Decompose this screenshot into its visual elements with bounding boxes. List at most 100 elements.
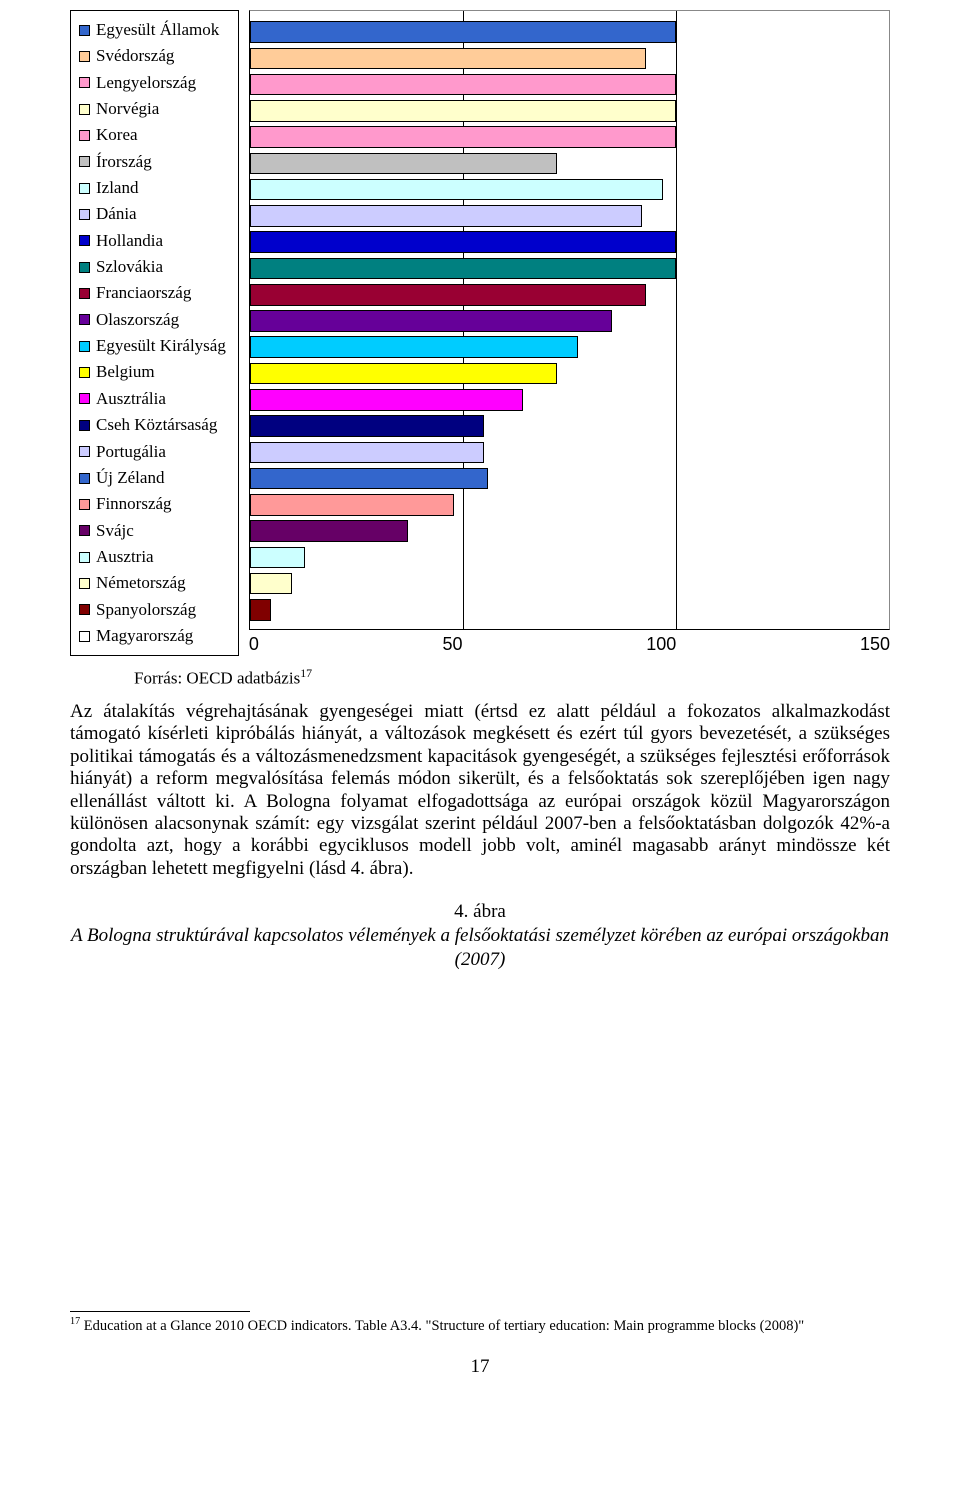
legend-item: Egyesült Királyság	[79, 333, 226, 359]
page-number: 17	[70, 1356, 890, 1378]
legend-item: Korea	[79, 122, 226, 148]
legend-item: Egyesült Államok	[79, 17, 226, 43]
bar-row	[250, 573, 293, 595]
chart-legend: Egyesült ÁllamokSvédországLengyelországN…	[70, 10, 239, 656]
legend-label: Svédország	[96, 43, 174, 69]
legend-label: Svájc	[96, 518, 134, 544]
legend-item: Finnország	[79, 491, 226, 517]
bar-row	[250, 389, 523, 411]
legend-swatch	[79, 341, 90, 352]
chart-bar	[250, 310, 612, 332]
bar-row	[250, 468, 489, 490]
legend-label: Finnország	[96, 491, 172, 517]
legend-label: Korea	[96, 122, 138, 148]
legend-label: Spanyolország	[96, 597, 196, 623]
legend-swatch	[79, 604, 90, 615]
legend-label: Dánia	[96, 201, 137, 227]
bar-row	[250, 48, 646, 70]
bar-row	[250, 231, 676, 253]
x-tick-label: 100	[646, 634, 676, 655]
chart-bar	[250, 442, 484, 464]
legend-swatch	[79, 314, 90, 325]
legend-label: Portugália	[96, 439, 166, 465]
chart-container: Egyesült ÁllamokSvédországLengyelországN…	[70, 10, 890, 656]
chart-bar	[250, 468, 489, 490]
chart-bar	[250, 284, 646, 306]
legend-swatch	[79, 104, 90, 115]
legend-item: Spanyolország	[79, 597, 226, 623]
legend-swatch	[79, 631, 90, 642]
legend-label: Németország	[96, 570, 186, 596]
legend-label: Magyarország	[96, 623, 193, 649]
gridline	[676, 11, 677, 629]
chart-bar	[250, 520, 408, 542]
chart-plot: 0 50 100 150	[249, 10, 890, 655]
legend-item: Portugália	[79, 439, 226, 465]
legend-label: Ausztria	[96, 544, 154, 570]
legend-swatch	[79, 499, 90, 510]
legend-label: Hollandia	[96, 228, 163, 254]
x-tick-label: 0	[249, 634, 259, 655]
chart-bar	[250, 494, 455, 516]
legend-swatch	[79, 420, 90, 431]
chart-bar	[250, 258, 676, 280]
legend-swatch	[79, 525, 90, 536]
chart-source: Forrás: OECD adatbázis17	[70, 666, 890, 689]
legend-item: Hollandia	[79, 228, 226, 254]
x-tick-label: 50	[443, 634, 463, 655]
bar-row	[250, 179, 663, 201]
chart-bar	[250, 415, 484, 437]
chart-bar	[250, 599, 271, 621]
chart-bar	[250, 21, 676, 43]
legend-label: Franciaország	[96, 280, 191, 306]
bar-row	[250, 494, 455, 516]
legend-item: Cseh Köztársaság	[79, 412, 226, 438]
legend-item: Norvégia	[79, 96, 226, 122]
legend-swatch	[79, 552, 90, 563]
legend-item: Izland	[79, 175, 226, 201]
legend-label: Egyesült Államok	[96, 17, 219, 43]
x-tick-label: 150	[860, 634, 890, 655]
chart-bar	[250, 48, 646, 70]
legend-label: Ausztrália	[96, 386, 166, 412]
body-paragraph: Az átalakítás végrehajtásának gyengesége…	[70, 701, 890, 880]
legend-item: Írország	[79, 149, 226, 175]
legend-label: Szlovákia	[96, 254, 163, 280]
legend-label: Egyesült Királyság	[96, 333, 226, 359]
bar-row	[250, 258, 676, 280]
bar-row	[250, 415, 484, 437]
legend-swatch	[79, 156, 90, 167]
legend-item: Svájc	[79, 518, 226, 544]
legend-swatch	[79, 578, 90, 589]
legend-label: Cseh Köztársaság	[96, 412, 217, 438]
footnote-separator	[70, 1311, 250, 1312]
x-axis-labels: 0 50 100 150	[249, 630, 890, 655]
chart-bar	[250, 573, 293, 595]
legend-item: Ausztria	[79, 544, 226, 570]
legend-item: Belgium	[79, 359, 226, 385]
chart-bar	[250, 74, 676, 96]
bar-row	[250, 310, 612, 332]
legend-swatch	[79, 446, 90, 457]
bar-row	[250, 336, 578, 358]
bar-row	[250, 21, 676, 43]
legend-item: Olaszország	[79, 307, 226, 333]
legend-label: Lengyelország	[96, 70, 196, 96]
legend-swatch	[79, 51, 90, 62]
legend-item: Új Zéland	[79, 465, 226, 491]
bar-row	[250, 126, 676, 148]
legend-item: Dánia	[79, 201, 226, 227]
chart-bar	[250, 153, 557, 175]
chart-bar	[250, 231, 676, 253]
figure-caption: 4. ábra A Bologna struktúrával kapcsolat…	[70, 900, 890, 971]
legend-swatch	[79, 473, 90, 484]
bar-row	[250, 284, 646, 306]
legend-item: Svédország	[79, 43, 226, 69]
legend-item: Németország	[79, 570, 226, 596]
legend-swatch	[79, 130, 90, 141]
legend-swatch	[79, 393, 90, 404]
legend-swatch	[79, 25, 90, 36]
legend-label: Norvégia	[96, 96, 159, 122]
chart-bar	[250, 100, 676, 122]
legend-swatch	[79, 209, 90, 220]
